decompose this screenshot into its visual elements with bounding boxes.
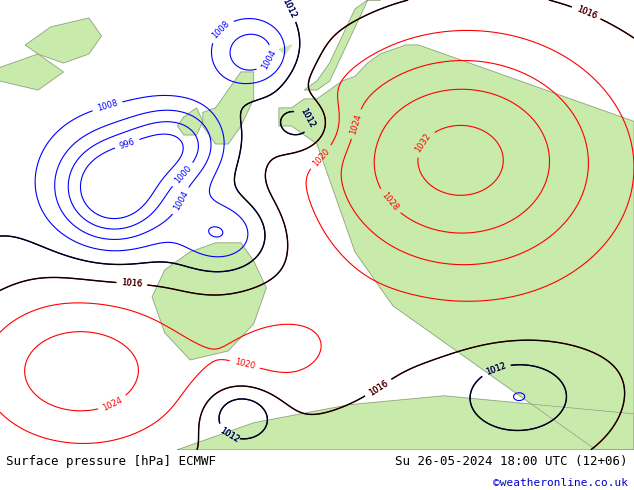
Text: 1012: 1012 [299,107,316,130]
Text: 1008: 1008 [96,98,119,113]
Polygon shape [178,108,203,135]
Text: 1016: 1016 [121,278,143,289]
Text: 1012: 1012 [484,361,507,377]
Text: ©weatheronline.co.uk: ©weatheronline.co.uk [493,478,628,488]
Polygon shape [25,18,101,63]
Polygon shape [279,45,292,54]
Text: Surface pressure [hPa] ECMWF: Surface pressure [hPa] ECMWF [6,455,216,468]
Text: 1012: 1012 [280,0,298,20]
Text: 1004: 1004 [172,189,190,212]
Text: 1016: 1016 [367,378,390,397]
Text: 1012: 1012 [218,426,241,444]
Polygon shape [203,72,254,144]
Text: 1004: 1004 [259,49,278,71]
Text: 996: 996 [118,137,136,150]
Text: 1008: 1008 [210,19,231,41]
Text: 1012: 1012 [218,426,241,444]
Text: Su 26-05-2024 18:00 UTC (12+06): Su 26-05-2024 18:00 UTC (12+06) [395,455,628,468]
Polygon shape [279,45,634,450]
Text: 1016: 1016 [367,378,390,397]
Text: 1016: 1016 [575,4,598,21]
Text: 1012: 1012 [299,107,316,130]
Text: 1012: 1012 [280,0,298,20]
Text: 1024: 1024 [101,395,124,413]
Text: 1012: 1012 [484,361,507,377]
Text: 1020: 1020 [311,147,332,168]
Polygon shape [178,396,634,450]
Polygon shape [304,0,380,90]
Text: 1016: 1016 [575,4,598,21]
Text: 1020: 1020 [233,357,256,371]
Text: 1028: 1028 [379,191,399,213]
Text: 1032: 1032 [414,132,433,154]
Text: 1016: 1016 [121,278,143,289]
Text: 1024: 1024 [349,113,363,135]
Text: 1000: 1000 [172,164,193,185]
Polygon shape [152,243,266,360]
Polygon shape [0,54,63,90]
